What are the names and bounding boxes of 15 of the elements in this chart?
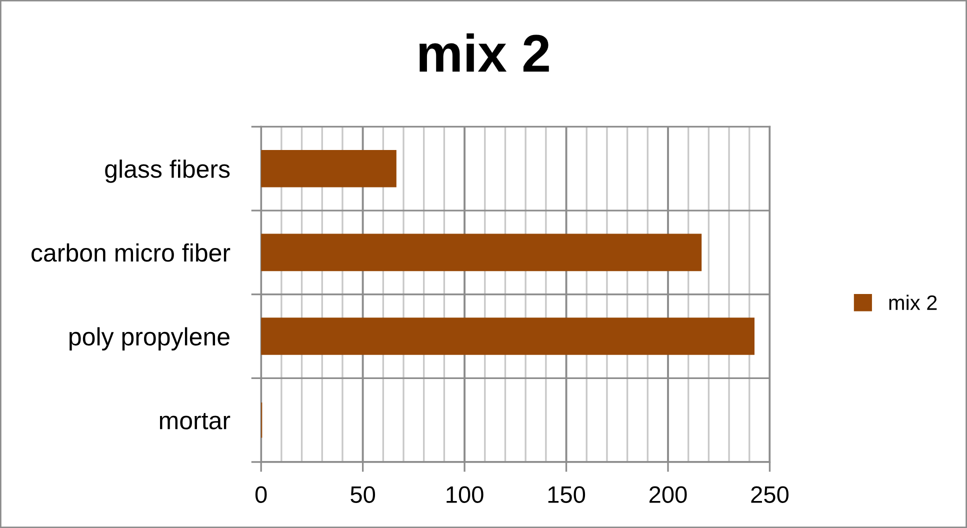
x-tick-label: 100 <box>446 486 484 503</box>
y-tick-label: carbon micro fiber <box>32 243 230 262</box>
bar <box>261 318 754 355</box>
y-tick-label: glass fibers <box>105 160 230 183</box>
x-tick-label: 0 <box>255 486 267 503</box>
x-tick-label: 250 <box>751 486 789 503</box>
legend-label: mix 2 <box>889 294 937 310</box>
x-tick-label: 50 <box>350 486 376 503</box>
y-tick-label: mortar <box>160 412 230 430</box>
x-tick-label: 150 <box>548 486 586 503</box>
bar <box>261 234 702 272</box>
chart-title: mix 2 <box>420 33 549 72</box>
bar <box>261 150 396 188</box>
y-tick-label: poly propylene <box>70 327 230 351</box>
x-tick-label: 200 <box>649 486 687 503</box>
